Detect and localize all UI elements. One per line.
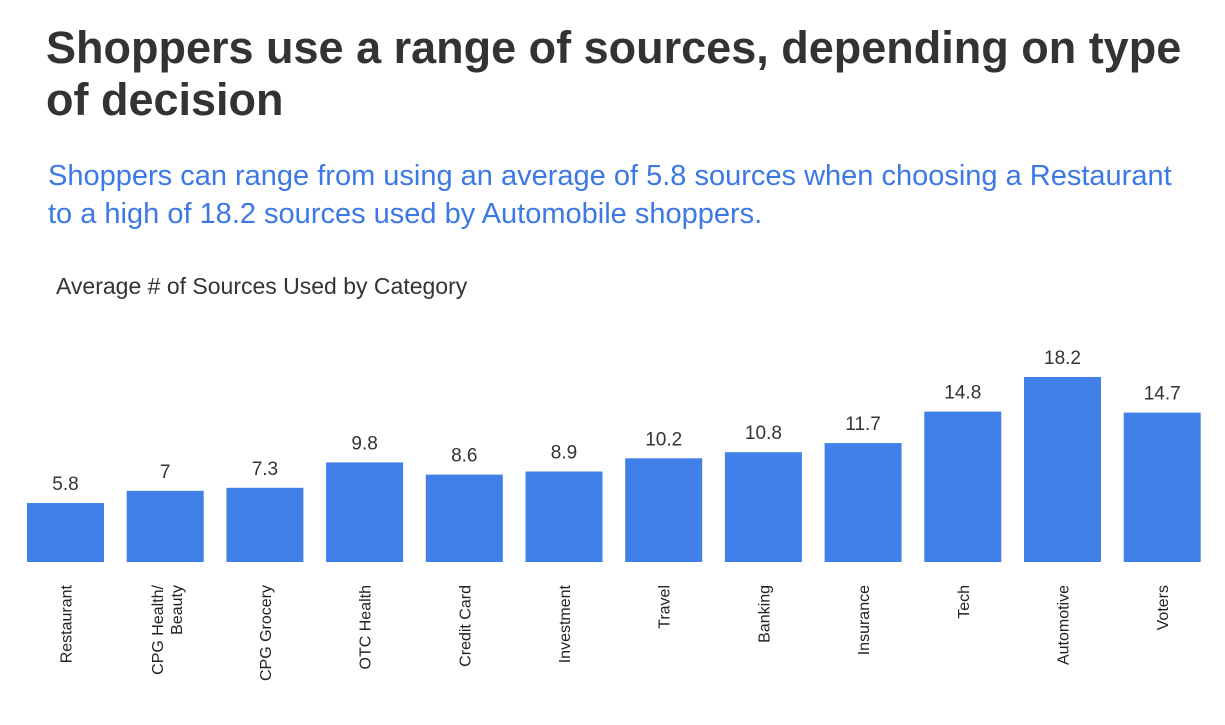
bar-7	[724, 452, 802, 562]
category-label-1: CPG Health/Beauty	[150, 584, 186, 674]
category-label-5: Investment	[557, 584, 574, 663]
chart-title: Average # of Sources Used by Category	[56, 273, 468, 299]
bar-2	[226, 487, 304, 562]
value-label-2: 7.3	[252, 459, 278, 480]
category-label-2: CPG Grocery	[258, 585, 275, 681]
slide-title: Shoppers use a range of sources, dependi…	[46, 22, 1182, 125]
bar-0	[27, 503, 104, 562]
category-label-11: Voters	[1155, 585, 1172, 630]
value-label-1: 7	[160, 462, 171, 483]
slide-subtitle: Shoppers can range from using an average…	[48, 160, 1172, 230]
value-label-11: 14.7	[1144, 384, 1181, 405]
category-label-8: Insurance	[856, 585, 873, 655]
category-label-7: Banking	[756, 585, 773, 643]
category-label-4: Credit Card	[457, 585, 474, 667]
value-label-0: 5.8	[52, 474, 78, 495]
bar-9	[924, 411, 1002, 562]
bar-4	[425, 474, 503, 562]
value-label-10: 18.2	[1044, 348, 1081, 369]
bar-6	[625, 458, 703, 562]
value-label-6: 10.2	[645, 429, 682, 450]
value-label-4: 8.6	[451, 446, 477, 467]
bar-11	[1123, 412, 1201, 562]
category-label-0: Restaurant	[59, 584, 76, 663]
category-label-6: Travel	[657, 585, 674, 629]
value-label-7: 10.8	[745, 423, 782, 444]
bar-8	[824, 443, 902, 562]
bar-1	[126, 490, 204, 562]
category-label-9: Tech	[956, 585, 973, 619]
value-label-3: 9.8	[351, 433, 377, 454]
bar-10	[1024, 377, 1101, 562]
value-label-5: 8.9	[551, 443, 577, 464]
value-label-8: 11.7	[845, 414, 881, 435]
bar-5	[525, 471, 603, 562]
bar-3	[326, 462, 404, 562]
category-label-3: OTC Health	[358, 585, 375, 669]
category-label-10: Automotive	[1056, 585, 1073, 665]
value-label-9: 14.8	[944, 383, 981, 404]
